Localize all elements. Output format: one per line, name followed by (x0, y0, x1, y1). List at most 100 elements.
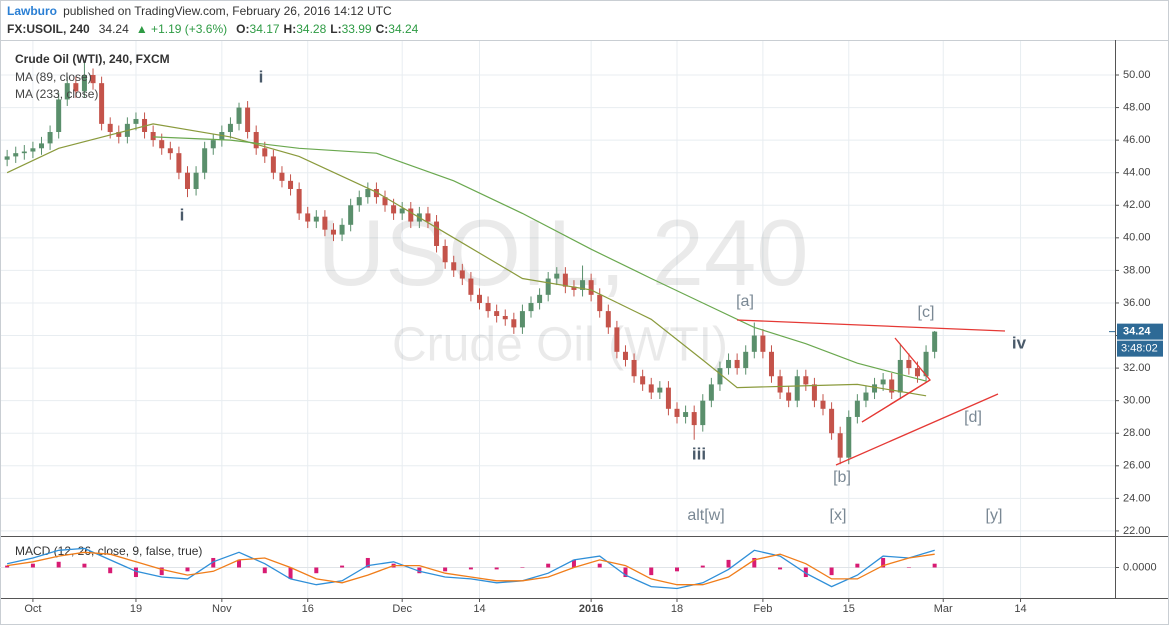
wave-label: iv (1012, 333, 1027, 352)
candle-body (726, 359, 732, 369)
candle-body (133, 118, 139, 124)
x-tick-label: 16 (302, 603, 314, 615)
candle-body (408, 208, 414, 222)
candle-body (622, 351, 628, 360)
wave-label: [a] (736, 293, 754, 310)
candle-body (786, 392, 792, 401)
candle-body (485, 302, 491, 312)
macd-histogram-bar (314, 567, 319, 574)
macd-histogram-bar (932, 563, 937, 568)
macd-histogram-bar (829, 567, 834, 576)
candle-body (768, 351, 774, 377)
candle-body (262, 148, 268, 157)
y-tick-label: 24.00 (1123, 492, 1151, 504)
candle-body (476, 294, 482, 303)
y-tick-label: 0.0000 (1123, 561, 1157, 573)
candle-body (657, 387, 663, 393)
macd-histogram-bar (443, 567, 448, 572)
candle-body (30, 148, 36, 152)
grid (0, 40, 1115, 598)
x-tick-label: 19 (130, 603, 142, 615)
y-tick-label: 22.00 (1123, 525, 1151, 537)
candle-body (313, 216, 319, 222)
candle-body (236, 107, 242, 124)
candle-body (880, 379, 886, 385)
legend-entry: MA (89, close) (15, 70, 92, 84)
candle-body (846, 416, 852, 458)
candle-body (13, 153, 19, 157)
candle-body (116, 131, 122, 137)
x-tick-label: Mar (934, 603, 953, 615)
wave-label: i (180, 205, 185, 224)
candle-body (837, 433, 843, 458)
candle-body (253, 131, 259, 149)
countdown-tag (1117, 340, 1163, 357)
published: published on TradingView.com, February 2… (63, 4, 392, 18)
candle-body (923, 351, 929, 377)
candle-body (322, 216, 328, 230)
macd-histogram-bar (108, 567, 113, 574)
candle-body (562, 273, 568, 287)
legend-title: Crude Oil (WTI), 240, FXCM (15, 52, 170, 66)
candle-body (511, 319, 517, 328)
candle-body (760, 335, 766, 352)
candle-body (288, 180, 294, 189)
watermark: Crude Oil (WTI) (392, 319, 728, 372)
y-tick-label: 28.00 (1123, 427, 1151, 439)
legend-entry: MA (233, close) (15, 87, 98, 101)
candle-body (794, 376, 800, 401)
legend: MA (89, close) MA (233, close) (15, 70, 98, 101)
wave-label: [x] (830, 507, 847, 524)
candle-body (597, 294, 603, 312)
macd-histogram-bar (726, 559, 731, 568)
candle-body (159, 140, 165, 149)
macd-histogram-bar (803, 567, 808, 578)
candle-body (142, 118, 148, 132)
macd-histogram-bar (752, 557, 757, 568)
ohlc-key: L: (330, 22, 341, 36)
candle-body (150, 131, 156, 141)
last-price-label: 34.24 (1123, 326, 1151, 338)
candle-body (38, 143, 44, 149)
candle-body (4, 156, 10, 160)
macd-histogram-bar (778, 567, 783, 570)
candle-body (640, 376, 646, 385)
candle-body (399, 208, 405, 214)
wave-label: [y] (986, 507, 1003, 524)
y-tick-label: 46.00 (1123, 134, 1151, 146)
candle-body (184, 172, 190, 189)
candle-body (932, 331, 938, 352)
last-price-tag (1117, 323, 1163, 340)
candle-body (854, 400, 860, 417)
candle-body (708, 384, 714, 401)
candle-body (889, 379, 895, 393)
candle-body (270, 156, 276, 173)
candle-body (202, 148, 208, 173)
macd-histogram-bar (56, 561, 61, 568)
macd-histogram-bar (494, 567, 499, 570)
macd-histogram-bar (211, 557, 216, 568)
macd-histogram-bar (133, 567, 138, 578)
x-tick-label: 14 (473, 603, 485, 615)
trend-line (835, 393, 999, 466)
header: Lawburo published on TradingView.com, Fe… (7, 4, 392, 18)
candle-body (56, 99, 62, 132)
candle-body (528, 302, 534, 312)
x-tick-label: Oct (24, 603, 41, 615)
macd-histogram-bar (855, 563, 860, 568)
price: 34.24 (99, 22, 129, 36)
macd-histogram-bar (365, 557, 370, 568)
candle-body (339, 224, 345, 235)
ohlc-value: 34.28 (296, 22, 326, 36)
candle-body (734, 359, 740, 369)
ma-line (153, 136, 927, 382)
candle-body (373, 188, 379, 198)
macd-histogram-bar (623, 567, 628, 578)
candle-body (554, 273, 560, 279)
candle-body (81, 75, 87, 92)
author[interactable]: Lawburo (7, 4, 57, 18)
candle-body (872, 384, 878, 393)
